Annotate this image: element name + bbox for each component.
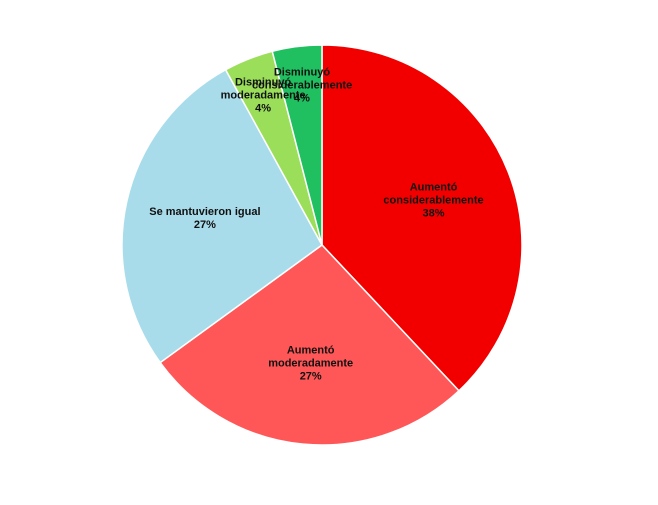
slice-label: Se mantuvieron igual 27% bbox=[145, 206, 265, 232]
slice-value: 38% bbox=[422, 207, 445, 220]
slice-name: Disminuyó considerablemente bbox=[251, 66, 353, 92]
pie-slice bbox=[121, 68, 323, 364]
slice-label: Aumentó moderadamente 27% bbox=[251, 345, 371, 384]
slice-label: Disminuyó considerablemente 4% bbox=[252, 67, 352, 106]
slice-name: Disminuyó moderadamente bbox=[220, 76, 306, 102]
slice-label: Disminuyó moderadamente 4% bbox=[213, 77, 313, 116]
pie-slice bbox=[159, 244, 460, 446]
slice-value: 27% bbox=[299, 370, 322, 383]
pie-slice bbox=[321, 44, 523, 392]
slice-name: Aumentó considerablemente bbox=[383, 181, 484, 207]
pie-slice bbox=[271, 44, 323, 246]
slice-value: 27% bbox=[193, 218, 216, 231]
slice-name: Se mantuvieron igual bbox=[149, 205, 261, 218]
slice-value: 4% bbox=[293, 92, 310, 105]
slice-value: 4% bbox=[255, 102, 272, 115]
slice-label: Aumentó considerablemente 38% bbox=[374, 181, 494, 220]
slice-name: Aumentó moderadamente bbox=[268, 344, 354, 370]
